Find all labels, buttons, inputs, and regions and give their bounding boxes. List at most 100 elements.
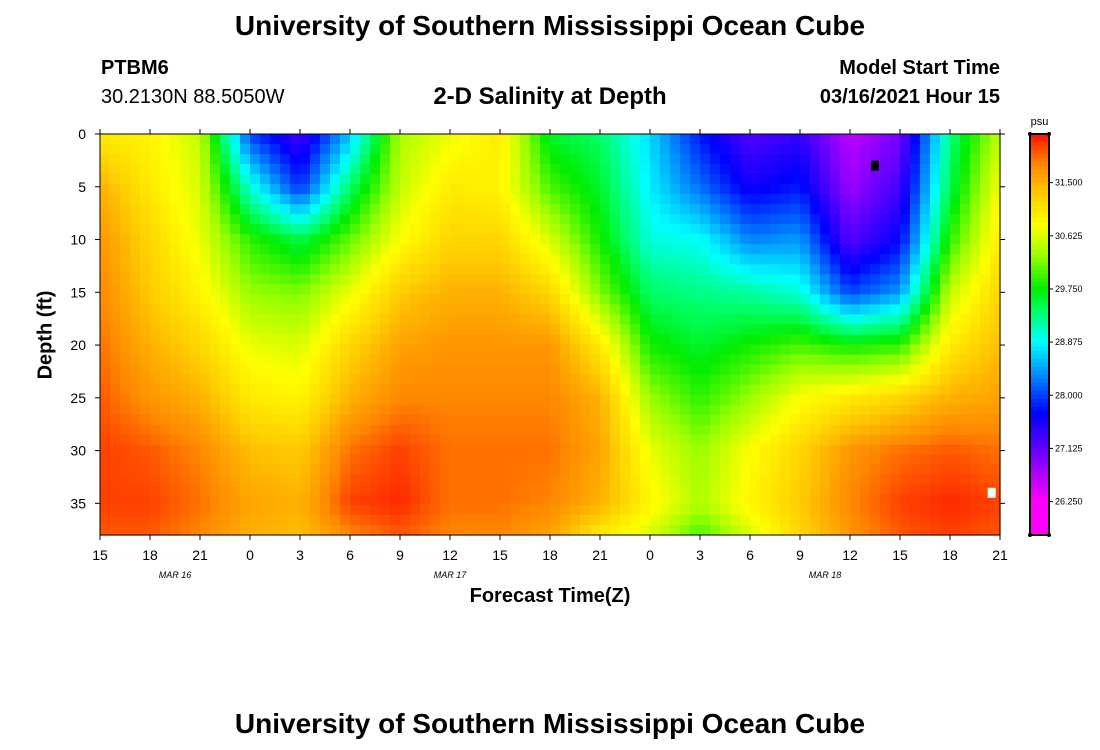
heatmap-cell [250, 264, 261, 275]
heatmap-cell [430, 224, 441, 235]
heatmap-cell [970, 424, 981, 436]
heatmap-cell [640, 464, 651, 476]
colorbar-corner [1028, 533, 1032, 537]
heatmap-cell [350, 354, 361, 366]
heatmap-cell [730, 314, 741, 326]
heatmap-cell [940, 154, 951, 165]
heatmap-cell [970, 394, 981, 406]
heatmap-cell [740, 424, 751, 436]
heatmap-cell [780, 484, 791, 496]
heatmap-cell [900, 384, 911, 396]
heatmap-cell [570, 214, 581, 225]
heatmap-cell [910, 194, 921, 205]
heatmap-cell [140, 164, 151, 175]
heatmap-cell [910, 404, 921, 416]
heatmap-cell [130, 394, 141, 406]
heatmap-cell [240, 444, 251, 456]
heatmap-cell [470, 294, 481, 306]
heatmap-cell [590, 444, 601, 456]
heatmap-cell [970, 294, 981, 306]
heatmap-cell [270, 514, 281, 526]
heatmap-cell [670, 284, 681, 296]
heatmap-cell [610, 334, 621, 346]
heatmap-cell [250, 504, 261, 516]
heatmap-cell [260, 524, 271, 536]
heatmap-cell [450, 434, 461, 446]
heatmap-cell [700, 174, 711, 185]
heatmap-cell [850, 184, 861, 195]
heatmap-cell [710, 214, 721, 225]
heatmap-cell [660, 254, 671, 265]
heatmap-cell [560, 444, 571, 456]
heatmap-cell [670, 194, 681, 205]
heatmap-cell [550, 304, 561, 316]
heatmap-cell [640, 154, 651, 165]
heatmap-cell [380, 314, 391, 326]
heatmap-cell [730, 464, 741, 476]
heatmap-cell [470, 444, 481, 456]
heatmap-cell [790, 364, 801, 376]
heatmap-cell [450, 134, 461, 145]
heatmap-cell [780, 314, 791, 326]
heatmap-cell [140, 444, 151, 456]
heatmap-cell [460, 334, 471, 346]
heatmap-cell [130, 514, 141, 526]
heatmap-cell [410, 174, 421, 185]
heatmap-cell [730, 224, 741, 235]
heatmap-cell [650, 314, 661, 326]
heatmap-cell [710, 224, 721, 235]
heatmap-cell [680, 234, 691, 245]
heatmap-cell [350, 404, 361, 416]
y-tick-label: 20 [70, 337, 86, 353]
heatmap-cell [710, 254, 721, 265]
heatmap-cell [340, 264, 351, 275]
colorbar-swatch [1030, 406, 1049, 412]
heatmap-cell [930, 354, 941, 366]
heatmap-cell [860, 134, 871, 145]
heatmap-cell [840, 354, 851, 366]
heatmap-cell [890, 184, 901, 195]
heatmap-cell [730, 394, 741, 406]
heatmap-cell [820, 434, 831, 446]
heatmap-cell [400, 424, 411, 436]
heatmap-cell [220, 504, 231, 516]
heatmap-cell [800, 414, 811, 426]
heatmap-cell [340, 484, 351, 496]
heatmap-cell [250, 474, 261, 486]
heatmap-cell [380, 284, 391, 296]
heatmap-cell [950, 144, 961, 155]
heatmap-cell [920, 254, 931, 265]
heatmap-cell [920, 224, 931, 235]
heatmap-cell [460, 464, 471, 476]
heatmap-cell [220, 354, 231, 366]
heatmap-cell [400, 454, 411, 466]
heatmap-cell [700, 224, 711, 235]
heatmap-cell [810, 444, 821, 456]
heatmap-cell [990, 224, 1001, 235]
heatmap-cell [300, 434, 311, 446]
heatmap-cell [280, 494, 291, 506]
heatmap-cell [610, 384, 621, 396]
heatmap-cell [630, 334, 641, 346]
heatmap-cell [240, 194, 251, 205]
heatmap-cell [200, 394, 211, 406]
heatmap-cell [160, 514, 171, 526]
heatmap-cell [130, 264, 141, 275]
heatmap-cell [760, 224, 771, 235]
heatmap-cell [390, 174, 401, 185]
heatmap-cell [550, 344, 561, 356]
heatmap-cell [200, 254, 211, 265]
heatmap-cell [280, 334, 291, 346]
heatmap-cell [580, 444, 591, 456]
heatmap-cell [690, 524, 701, 536]
heatmap-cell [340, 204, 351, 215]
heatmap-cell [100, 494, 111, 506]
heatmap-cell [850, 324, 861, 336]
heatmap-cell [240, 224, 251, 235]
heatmap-cell [500, 444, 511, 456]
heatmap-cell [730, 364, 741, 376]
heatmap-cell [830, 434, 841, 446]
heatmap-cell [430, 244, 441, 255]
heatmap-cell [400, 384, 411, 396]
heatmap-cell [920, 384, 931, 396]
